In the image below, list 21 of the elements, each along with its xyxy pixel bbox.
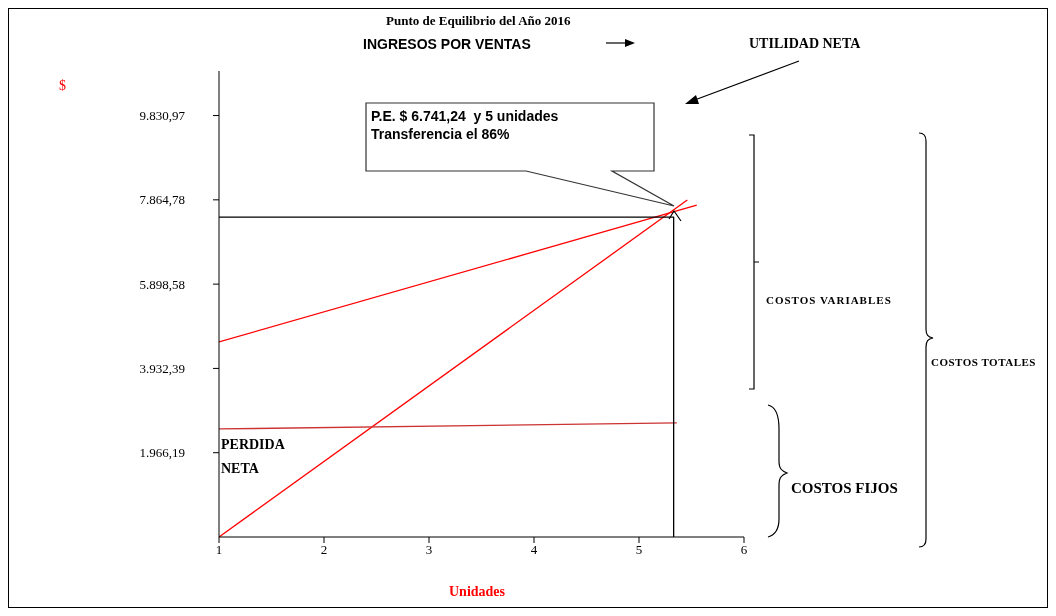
annotation: P.E. $ 6.741,24 y 5 unidades Transferencia el 86%	[371, 107, 559, 143]
x-axis-title: Unidades	[449, 584, 506, 600]
x-tick-label: 3	[425, 542, 433, 558]
x-tick-label: 4	[530, 542, 538, 558]
text: COSTOS FIJOS	[791, 479, 898, 497]
annotation: PERDIDA NETA	[221, 436, 286, 478]
y-tick-label: 3.932,39	[139, 361, 185, 377]
x-tick-label: 5	[635, 542, 643, 558]
y-tick-label: 7.864,78	[139, 192, 185, 208]
text: COSTOS VARIABLES	[766, 293, 892, 308]
chart-title: Punto de Equilibrio del Año 2016	[386, 13, 571, 29]
text: $	[59, 77, 66, 95]
x-tick-label: 1	[215, 542, 223, 558]
text: COSTOS TOTALES	[931, 355, 1036, 370]
y-tick-label: 9.830,97	[139, 108, 186, 124]
y-tick-label: 5.898,58	[139, 276, 185, 292]
y-tick-label: 1.966,19	[139, 445, 185, 461]
text: UTILIDAD NETA	[749, 35, 861, 53]
x-tick-label: 6	[740, 542, 748, 558]
text: INGRESOS POR VENTAS	[363, 35, 531, 53]
x-tick-label: 2	[320, 542, 328, 558]
